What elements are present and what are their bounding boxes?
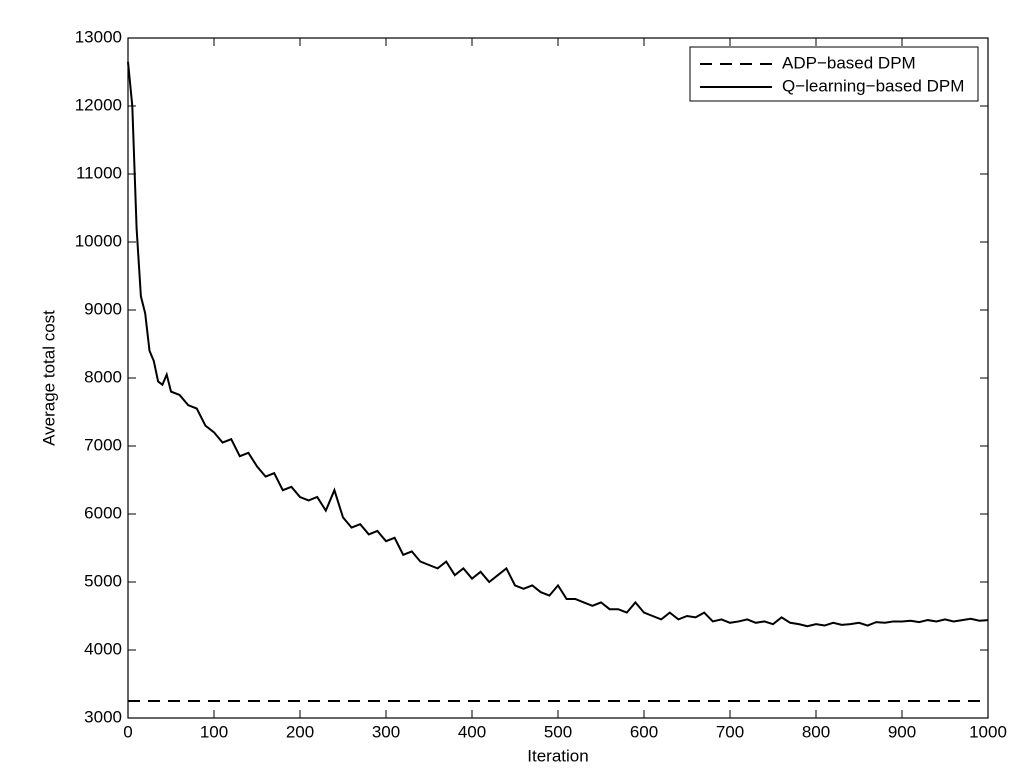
x-tick-label: 200 [286, 722, 314, 741]
x-axis-label: Iteration [527, 746, 588, 765]
y-tick-label: 6000 [84, 503, 122, 522]
x-tick-label: 900 [888, 722, 916, 741]
y-tick-label: 12000 [75, 95, 122, 114]
x-tick-label: 800 [802, 722, 830, 741]
y-tick-label: 13000 [75, 27, 122, 46]
y-axis-label: Average total cost [39, 310, 58, 446]
y-tick-label: 7000 [84, 435, 122, 454]
x-tick-label: 100 [200, 722, 228, 741]
x-tick-label: 700 [716, 722, 744, 741]
x-tick-label: 300 [372, 722, 400, 741]
y-tick-label: 8000 [84, 367, 122, 386]
legend-label: Q−learning−based DPM [782, 76, 964, 95]
x-tick-label: 500 [544, 722, 572, 741]
x-tick-label: 1000 [969, 722, 1007, 741]
y-tick-label: 11000 [76, 163, 122, 182]
y-tick-label: 10000 [75, 231, 122, 250]
y-tick-label: 5000 [84, 571, 122, 590]
y-tick-label: 9000 [84, 299, 122, 318]
legend-box [689, 46, 979, 102]
legend-label: ADP−based DPM [782, 53, 916, 72]
x-tick-label: 0 [123, 722, 132, 741]
y-tick-label: 3000 [84, 707, 122, 726]
x-tick-label: 600 [630, 722, 658, 741]
plot-frame [127, 37, 989, 719]
data-line [127, 61, 989, 628]
x-tick-label: 400 [458, 722, 486, 741]
y-tick-label: 4000 [84, 639, 122, 658]
